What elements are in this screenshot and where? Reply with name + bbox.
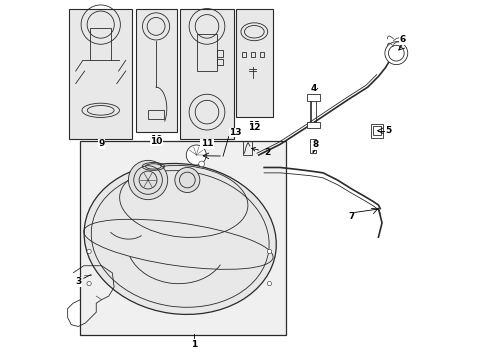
- Text: 1: 1: [191, 340, 197, 349]
- Circle shape: [186, 145, 206, 165]
- Text: 11: 11: [201, 139, 213, 148]
- Bar: [372, 126, 380, 135]
- Text: 11: 11: [201, 143, 213, 152]
- Circle shape: [384, 42, 407, 64]
- Circle shape: [128, 160, 167, 200]
- Text: 12: 12: [247, 121, 260, 130]
- Text: 6: 6: [399, 36, 405, 45]
- Text: 8: 8: [312, 140, 318, 149]
- Bar: [370, 124, 382, 138]
- Bar: [217, 59, 223, 65]
- Bar: [69, 9, 132, 139]
- Bar: [259, 53, 264, 57]
- Circle shape: [87, 249, 91, 253]
- Bar: [306, 94, 319, 102]
- Bar: [306, 122, 319, 128]
- Text: 10: 10: [150, 135, 162, 144]
- Circle shape: [87, 282, 91, 286]
- Text: 13: 13: [229, 128, 242, 137]
- Text: 5: 5: [385, 126, 391, 135]
- Bar: [242, 53, 245, 57]
- Bar: [180, 9, 233, 139]
- Bar: [242, 141, 251, 155]
- Bar: [217, 50, 223, 57]
- Bar: [90, 28, 111, 60]
- Bar: [235, 9, 272, 117]
- Text: 12: 12: [247, 123, 260, 132]
- Text: 7: 7: [348, 212, 354, 221]
- Ellipse shape: [84, 163, 276, 314]
- Bar: [148, 111, 163, 119]
- Text: 3: 3: [75, 277, 81, 286]
- Text: 10: 10: [150, 137, 162, 146]
- Circle shape: [267, 249, 271, 253]
- Bar: [309, 139, 315, 153]
- Circle shape: [198, 161, 204, 167]
- Text: 9: 9: [97, 143, 103, 152]
- Text: 2: 2: [251, 148, 270, 157]
- Circle shape: [175, 167, 200, 193]
- Text: 4: 4: [310, 84, 316, 93]
- Text: 9: 9: [98, 139, 104, 148]
- Bar: [135, 9, 176, 132]
- Bar: [197, 33, 217, 71]
- Bar: [250, 53, 255, 57]
- Bar: [80, 141, 285, 336]
- Circle shape: [267, 282, 271, 286]
